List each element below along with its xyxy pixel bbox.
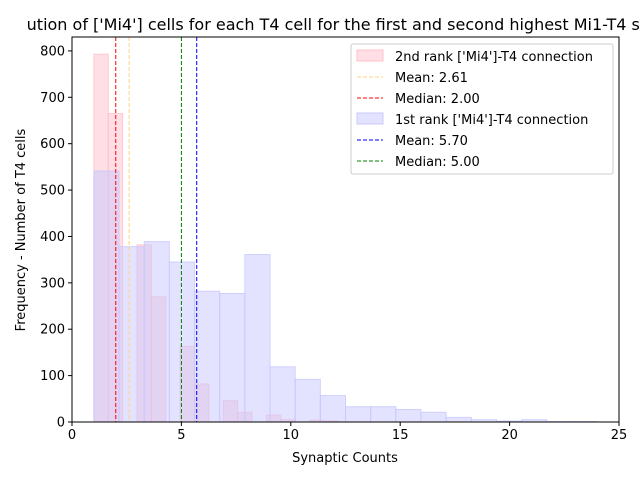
legend: 2nd rank ['Mi4']-T4 connection Mean: 2.6… bbox=[350, 43, 614, 175]
y-tick-label: 800 bbox=[40, 44, 65, 59]
series-1st-rank-bars bbox=[93, 170, 598, 423]
x-tick-label: 15 bbox=[392, 428, 409, 443]
bar-1st-rank bbox=[395, 408, 422, 423]
bar-1st-rank bbox=[319, 395, 347, 423]
y-tick-label: 0 bbox=[57, 416, 65, 431]
bar-1st-rank bbox=[420, 411, 447, 423]
x-tick-label: 5 bbox=[177, 428, 185, 443]
bar-1st-rank bbox=[118, 246, 145, 423]
y-tick-label: 700 bbox=[40, 91, 65, 106]
y-tick-label: 200 bbox=[40, 323, 65, 338]
bar-1st-rank bbox=[168, 261, 196, 423]
y-tick-label: 100 bbox=[40, 369, 65, 384]
y-tick-label: 400 bbox=[40, 230, 65, 245]
x-axis-label: Synaptic Counts bbox=[292, 451, 398, 466]
legend-label-mean-2nd: Mean: 2.61 bbox=[395, 71, 468, 86]
y-tick-label: 300 bbox=[40, 276, 65, 291]
legend-label-1st-rank: 1st rank ['Mi4']-T4 connection bbox=[395, 113, 588, 128]
legend-swatch-2nd-rank bbox=[356, 49, 384, 62]
x-tick-label: 25 bbox=[611, 428, 628, 443]
legend-swatch-1st-rank bbox=[356, 112, 384, 125]
y-tick-label: 600 bbox=[40, 137, 65, 152]
bar-1st-rank bbox=[345, 406, 372, 423]
x-tick-label: 20 bbox=[501, 428, 518, 443]
bar-1st-rank bbox=[269, 366, 296, 423]
x-axis: 0 5 10 15 20 25 bbox=[68, 422, 627, 443]
legend-label-median-1st: Median: 5.00 bbox=[395, 155, 480, 170]
y-axis: 0 100 200 300 400 500 600 700 800 bbox=[40, 44, 72, 431]
bar-1st-rank bbox=[219, 293, 246, 423]
y-tick-label: 500 bbox=[40, 184, 65, 199]
bar-1st-rank bbox=[244, 254, 271, 423]
bar-1st-rank bbox=[294, 378, 321, 423]
reference-lines bbox=[115, 37, 198, 422]
plot-frame bbox=[71, 36, 620, 423]
legend-label-mean-1st: Mean: 5.70 bbox=[395, 134, 468, 149]
bar-1st-rank bbox=[194, 290, 221, 423]
bar-1st-rank bbox=[370, 406, 397, 423]
legend-label-2nd-rank: 2nd rank ['Mi4']-T4 connection bbox=[395, 50, 593, 65]
bar-1st-rank bbox=[143, 241, 170, 423]
x-tick-label: 0 bbox=[68, 428, 76, 443]
x-tick-label: 10 bbox=[283, 428, 300, 443]
legend-box bbox=[350, 43, 614, 175]
y-axis-label: Frequency - Number of T4 cells bbox=[14, 128, 29, 331]
legend-label-median-2nd: Median: 2.00 bbox=[395, 92, 480, 107]
chart-title: ution of ['Mi4'] cells for each T4 cell … bbox=[27, 15, 640, 34]
bar-1st-rank bbox=[445, 416, 472, 423]
